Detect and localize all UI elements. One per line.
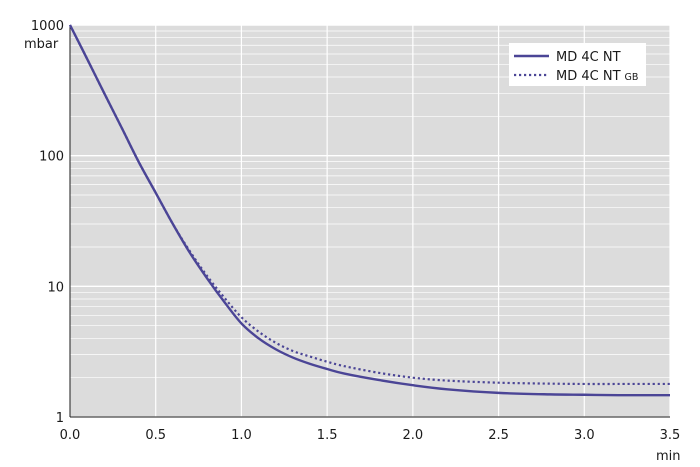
legend-label-main: MD 4C NT [556, 69, 621, 84]
legend-label-md-4c-nt-gb: MD 4C NT GB [556, 69, 638, 84]
legend-box [509, 43, 646, 86]
x-tick-label: 2.0 [403, 428, 424, 443]
x-axis-unit-label: min [656, 449, 681, 464]
x-tick-label: 0.0 [60, 428, 81, 443]
x-tick-label: 1.0 [231, 428, 252, 443]
series-line-md-4c-nt-gb [69, 24, 670, 386]
x-tick-label: 3.0 [574, 428, 595, 443]
y-tick-labels: 1 10 100 1000 [31, 19, 64, 426]
legend-label-subscript: GB [625, 72, 639, 83]
x-tick-label: 1.5 [317, 428, 338, 443]
x-tick-label: 3.5 [660, 428, 681, 443]
series-line-md-4c-nt [68, 24, 671, 397]
legend-label-md-4c-nt: MD 4C NT [556, 50, 621, 65]
y-tick-label: 1 [56, 411, 64, 426]
major-gridlines [69, 24, 671, 418]
y-tick-label: 10 [47, 280, 64, 295]
y-tick-label: 100 [39, 150, 64, 165]
series-layer [68, 24, 671, 397]
x-tick-label: 2.5 [488, 428, 509, 443]
y-tick-label: 1000 [31, 19, 64, 34]
y-axis-unit-label: mbar [24, 37, 59, 52]
legend: MD 4C NT MD 4C NT GB [509, 43, 646, 86]
x-tick-labels: 0.0 0.5 1.0 1.5 2.0 2.5 3.0 3.5 [60, 428, 681, 443]
x-tick-label: 0.5 [145, 428, 166, 443]
